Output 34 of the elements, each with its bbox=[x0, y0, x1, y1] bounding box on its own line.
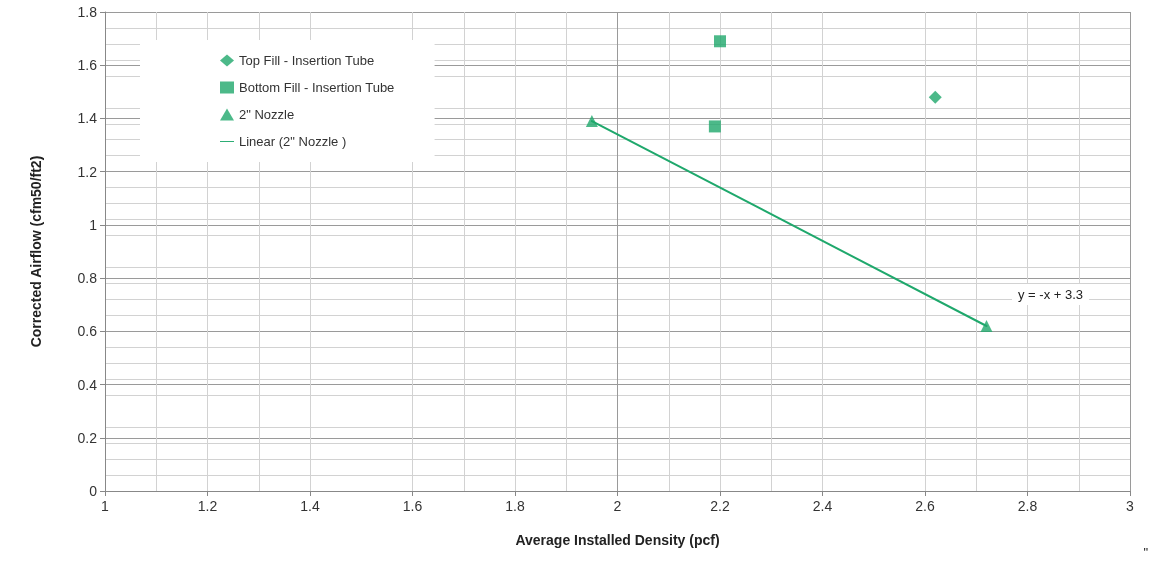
y-tick-label: 0 bbox=[89, 483, 98, 499]
x-tick-label: 2 bbox=[613, 498, 622, 514]
y-tick-label: 1.8 bbox=[77, 4, 98, 20]
y-tick-label: 0.4 bbox=[77, 376, 98, 393]
legend-label: 2" Nozzle bbox=[239, 107, 295, 122]
y-tick-label: 0.2 bbox=[77, 429, 98, 446]
x-axis-title: Average Installed Density (pcf) bbox=[515, 532, 720, 548]
text: " bbox=[1143, 545, 1149, 560]
point bbox=[980, 320, 993, 333]
point bbox=[928, 90, 942, 104]
point bbox=[585, 115, 598, 128]
y-tick-label: 0.6 bbox=[77, 323, 98, 340]
y-tick-label: 0.8 bbox=[77, 270, 98, 287]
legend-label: Linear (2" Nozzle ) bbox=[239, 134, 347, 149]
x-tick-label: 2.4 bbox=[812, 498, 833, 514]
x-tick-label: 1.2 bbox=[197, 498, 218, 514]
legend-label: Top Fill - Insertion Tube bbox=[239, 53, 375, 68]
x-tick-label: 2.6 bbox=[915, 498, 935, 514]
y-tick-label: 1 bbox=[89, 216, 98, 233]
x-tick-label: 1 bbox=[101, 498, 110, 514]
x-tick-label: 2.8 bbox=[1017, 498, 1038, 514]
y-tick-label: 1.4 bbox=[77, 110, 98, 127]
annotation: y = -x + 3.3 bbox=[1018, 287, 1084, 302]
y-axis-title: Corrected Airflow (cfm50/ft2) bbox=[28, 155, 44, 348]
legend-label: Bottom Fill - Insertion Tube bbox=[239, 80, 395, 95]
y-tick-label: 1.6 bbox=[77, 57, 98, 74]
point bbox=[708, 120, 721, 133]
y-tick-label: 1.2 bbox=[77, 163, 98, 180]
x-tick-label: 1.6 bbox=[402, 498, 423, 514]
x-tick-label: 3 bbox=[1126, 498, 1135, 514]
x-tick-label: 2.2 bbox=[710, 498, 730, 514]
x-tick-label: 1.4 bbox=[300, 498, 320, 514]
point bbox=[714, 35, 726, 48]
x-tick-label: 1.8 bbox=[505, 498, 525, 514]
